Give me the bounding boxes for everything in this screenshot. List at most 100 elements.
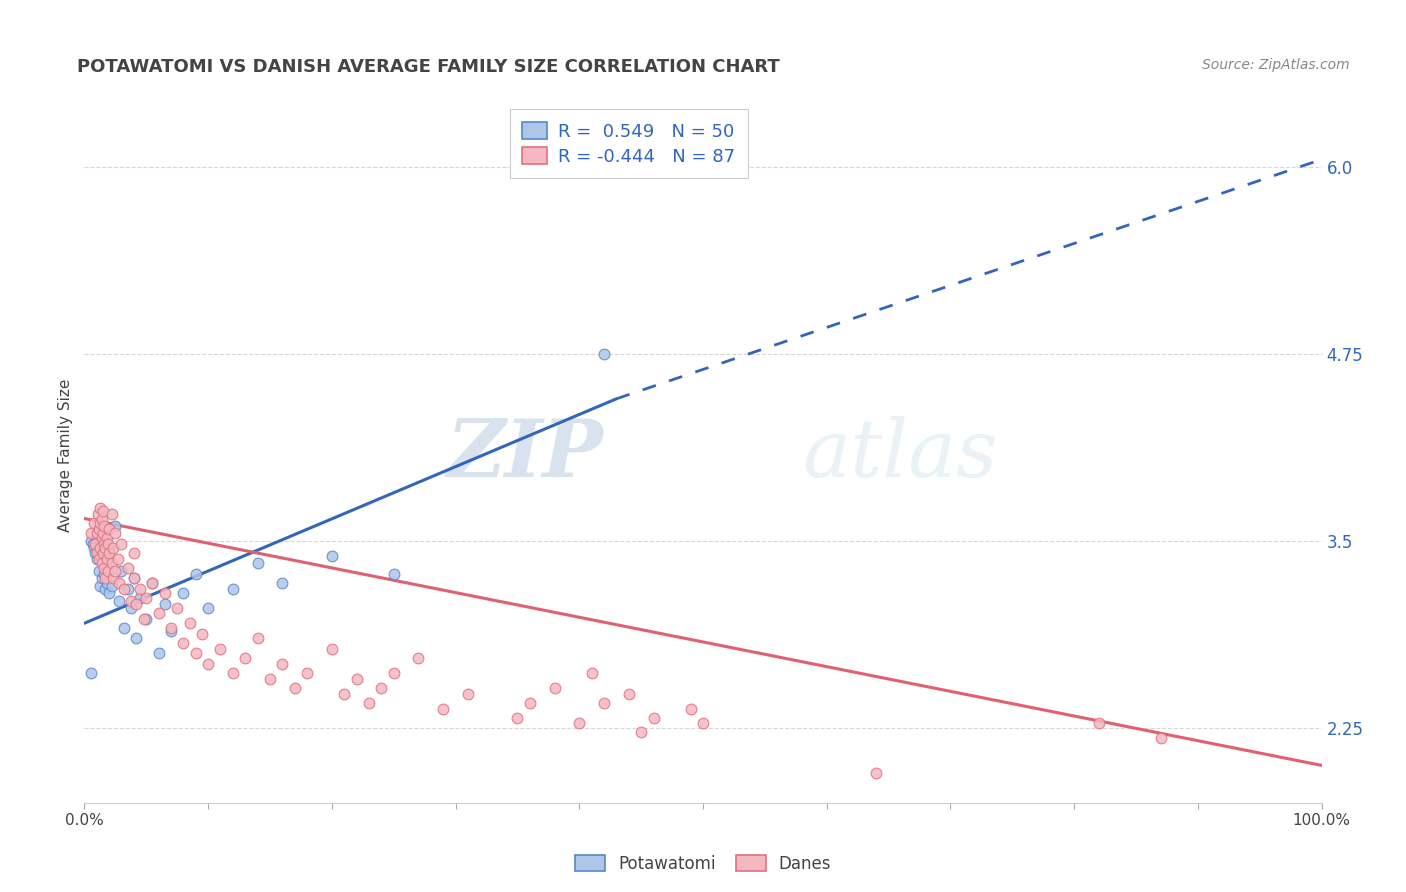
Point bbox=[1150, 731, 1173, 746]
Point bbox=[87, 507, 110, 521]
Point bbox=[83, 541, 105, 556]
Point bbox=[94, 541, 117, 556]
Point bbox=[1088, 716, 1111, 731]
Legend: R =  0.549   N = 50, R = -0.444   N = 87: R = 0.549 N = 50, R = -0.444 N = 87 bbox=[509, 109, 748, 178]
Point bbox=[357, 696, 380, 710]
Point bbox=[209, 641, 232, 656]
Point bbox=[129, 591, 152, 605]
Point bbox=[593, 696, 616, 710]
Point bbox=[100, 507, 122, 521]
Point bbox=[382, 665, 405, 680]
Point bbox=[79, 526, 101, 541]
Point bbox=[96, 531, 118, 545]
Point bbox=[91, 526, 114, 541]
Point bbox=[98, 522, 121, 536]
Point bbox=[125, 597, 148, 611]
Point bbox=[93, 561, 115, 575]
Point bbox=[184, 646, 207, 660]
Point bbox=[122, 571, 145, 585]
Point bbox=[89, 541, 111, 556]
Point bbox=[89, 564, 111, 578]
Point bbox=[104, 564, 127, 578]
Point bbox=[643, 710, 665, 724]
Point bbox=[120, 601, 142, 615]
Point bbox=[197, 601, 219, 615]
Point bbox=[98, 541, 121, 556]
Point bbox=[153, 586, 176, 600]
Point bbox=[160, 621, 183, 635]
Point bbox=[117, 561, 139, 575]
Point bbox=[79, 533, 101, 548]
Point bbox=[346, 672, 368, 686]
Point bbox=[132, 612, 155, 626]
Point bbox=[630, 725, 652, 739]
Point bbox=[259, 672, 281, 686]
Point bbox=[89, 541, 111, 556]
Point bbox=[89, 552, 111, 566]
Point bbox=[172, 586, 194, 600]
Text: atlas: atlas bbox=[801, 417, 997, 493]
Point bbox=[98, 586, 121, 600]
Point bbox=[222, 582, 245, 596]
Point bbox=[89, 501, 111, 516]
Point bbox=[84, 546, 107, 560]
Point bbox=[86, 552, 108, 566]
Point bbox=[100, 557, 122, 571]
Point bbox=[90, 557, 112, 571]
Point bbox=[91, 546, 114, 560]
Point bbox=[107, 552, 129, 566]
Point bbox=[153, 597, 176, 611]
Point bbox=[692, 716, 714, 731]
Point bbox=[89, 579, 111, 593]
Point bbox=[295, 665, 318, 680]
Point bbox=[581, 665, 603, 680]
Point bbox=[93, 537, 115, 551]
Point bbox=[184, 566, 207, 581]
Point bbox=[86, 531, 108, 545]
Point bbox=[98, 546, 121, 560]
Point bbox=[141, 575, 163, 590]
Point bbox=[91, 504, 114, 518]
Point bbox=[108, 575, 131, 590]
Point bbox=[432, 701, 454, 715]
Point bbox=[86, 546, 108, 560]
Point bbox=[321, 549, 343, 563]
Point bbox=[104, 519, 127, 533]
Point bbox=[94, 533, 117, 548]
Point bbox=[120, 594, 142, 608]
Point bbox=[408, 650, 430, 665]
Point bbox=[506, 710, 529, 724]
Point bbox=[91, 557, 114, 571]
Point bbox=[90, 531, 112, 545]
Point bbox=[141, 575, 163, 590]
Legend: Potawatomi, Danes: Potawatomi, Danes bbox=[568, 848, 838, 880]
Point bbox=[93, 566, 115, 581]
Point bbox=[246, 631, 269, 645]
Point bbox=[865, 765, 887, 780]
Point bbox=[382, 566, 405, 581]
Point bbox=[135, 612, 157, 626]
Point bbox=[86, 526, 108, 541]
Point bbox=[125, 631, 148, 645]
Point bbox=[97, 564, 120, 578]
Point bbox=[90, 571, 112, 585]
Point bbox=[519, 696, 541, 710]
Point bbox=[112, 621, 135, 635]
Point bbox=[197, 657, 219, 671]
Point bbox=[96, 552, 118, 566]
Point bbox=[100, 579, 122, 593]
Text: ZIP: ZIP bbox=[447, 417, 605, 493]
Point bbox=[543, 681, 565, 695]
Point bbox=[90, 537, 112, 551]
Point bbox=[333, 687, 356, 701]
Point bbox=[97, 561, 120, 575]
Point bbox=[93, 519, 115, 533]
Point bbox=[135, 591, 157, 605]
Point bbox=[94, 571, 117, 585]
Point bbox=[89, 516, 111, 530]
Point bbox=[112, 582, 135, 596]
Point bbox=[84, 537, 107, 551]
Text: POTAWATOMI VS DANISH AVERAGE FAMILY SIZE CORRELATION CHART: POTAWATOMI VS DANISH AVERAGE FAMILY SIZE… bbox=[77, 58, 780, 76]
Point bbox=[110, 537, 132, 551]
Point bbox=[89, 549, 111, 563]
